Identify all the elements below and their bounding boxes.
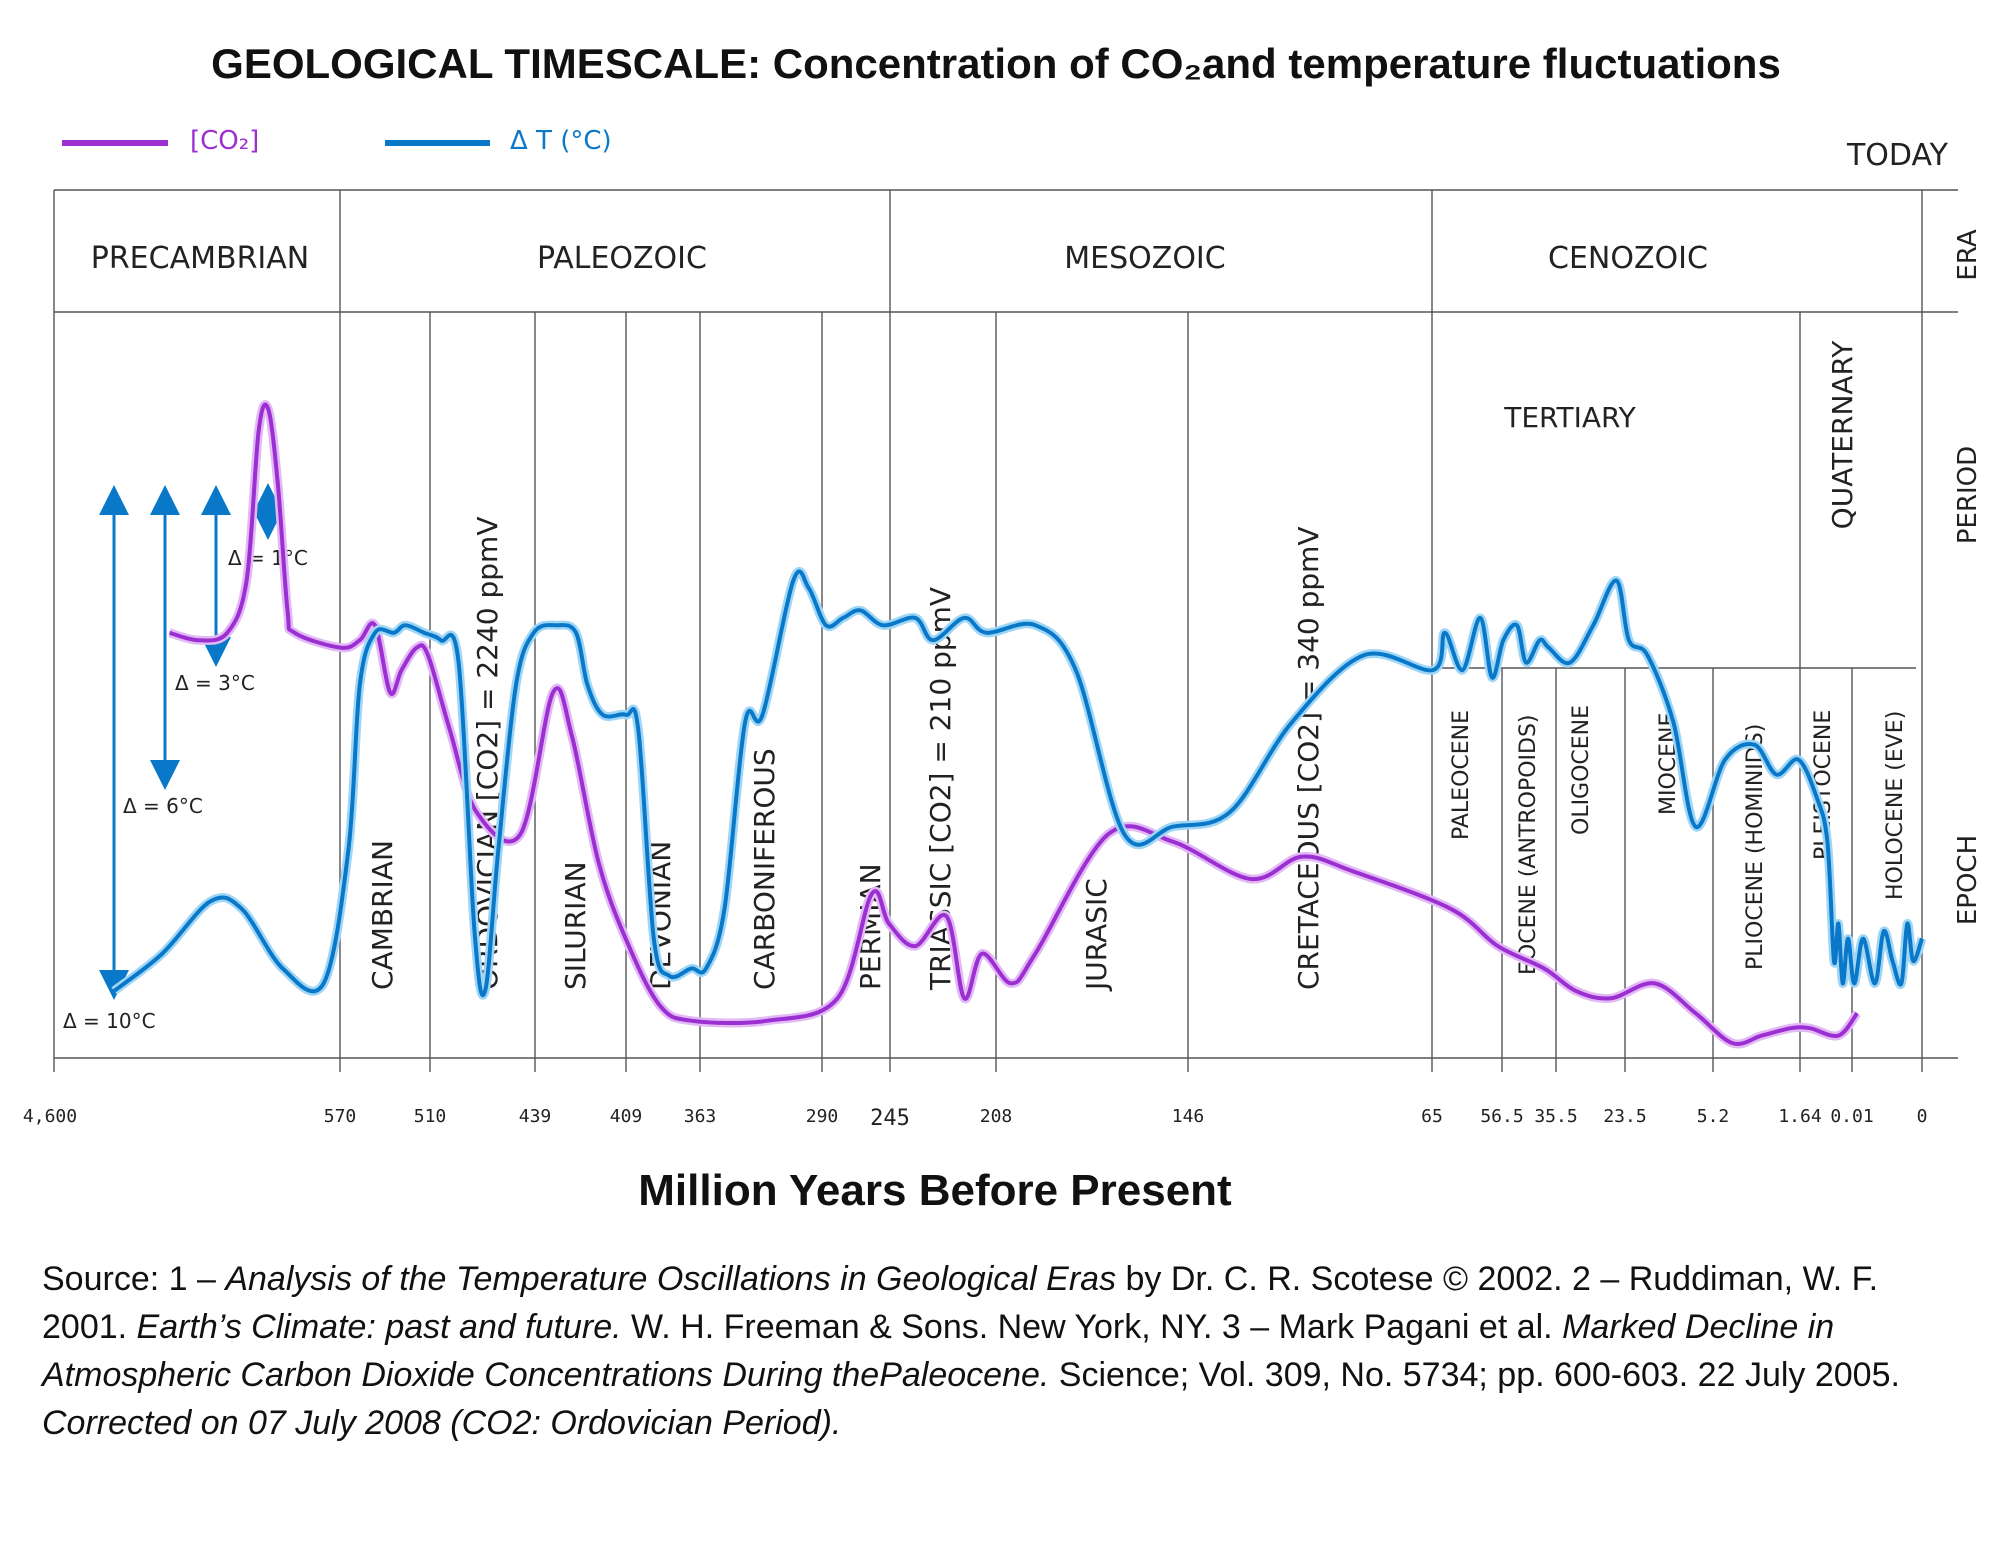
x-tick-label: 56.5 — [1480, 1106, 1523, 1127]
period-carboniferous: CARBONIFEROUS — [748, 748, 781, 990]
era-cenozoic: CENOZOIC — [1548, 241, 1708, 276]
legend-co2-label: [CO₂] — [190, 126, 259, 156]
epoch-holocene: HOLOCENE (EVE) — [1883, 711, 1908, 900]
chart-grid — [53, 189, 1958, 1072]
period-jurasic: JURASIC — [1080, 878, 1113, 992]
period-silurian: SILURIAN — [559, 861, 592, 990]
x-tick-label: 208 — [980, 1106, 1013, 1127]
period-cambrian: CAMBRIAN — [366, 840, 399, 990]
co2-series-halo — [168, 400, 1861, 1049]
period-cretaceous: CRETACEOUS [CO2] = 340 ppmV — [1292, 526, 1325, 990]
delta-10-label: Δ = 10°C — [63, 1009, 156, 1033]
source-title-1: Analysis of the Temperature Oscillations… — [225, 1260, 1117, 1298]
source-text-3: W. H. Freeman & Sons. New York, NY. 3 – … — [621, 1308, 1563, 1346]
x-tick-label: 5.2 — [1697, 1106, 1730, 1127]
delta-1-label: Δ = 1°C — [228, 546, 308, 570]
x-tick-label: 1.64 — [1778, 1106, 1821, 1127]
delta-temperature-scale: Δ = 1°C Δ = 3°C Δ = 6°C Δ = 10°C — [63, 483, 308, 1033]
period-tertiary: TERTIARY — [1503, 401, 1636, 434]
geological-timescale-chart: GEOLOGICAL TIMESCALE: Concentration of C… — [23, 40, 1983, 1215]
x-axis-label: Million Years Before Present — [638, 1166, 1232, 1215]
x-tick-label: 65 — [1421, 1106, 1443, 1127]
x-tick-label: 510 — [414, 1106, 447, 1127]
era-precambrian: PRECAMBRIAN — [91, 241, 309, 276]
x-tick-label: 570 — [324, 1106, 357, 1127]
epoch-oligocene: OLIGOCENE — [1569, 705, 1594, 835]
chart-title: GEOLOGICAL TIMESCALE: Concentration of C… — [211, 40, 1781, 87]
legend-temperature-label: Δ T (°C) — [510, 126, 612, 156]
delta-6-label: Δ = 6°C — [123, 794, 203, 818]
x-tick-label: 35.5 — [1534, 1106, 1577, 1127]
x-tick-label: 146 — [1172, 1106, 1205, 1127]
x-axis-ticks: 4,600 570 510 439 409 363 290 245 208 146 65 56.5 35… — [23, 1106, 1928, 1131]
x-tick-label: 23.5 — [1603, 1106, 1646, 1127]
source-text-4: Science; Vol. 309, No. 5734; pp. 600-603… — [1049, 1356, 1900, 1394]
series-layer — [111, 400, 1927, 1049]
era-mesozoic: MESOZOIC — [1064, 241, 1225, 276]
x-tick-label: 0 — [1917, 1106, 1928, 1127]
source-title-2: Earth’s Climate: past and future. — [136, 1308, 622, 1346]
era-paleozoic: PALEOZOIC — [537, 241, 707, 276]
x-tick-label: 363 — [684, 1106, 717, 1127]
x-tick-label: 4,600 — [23, 1106, 77, 1127]
x-tick-label: 409 — [610, 1106, 643, 1127]
source-citation: Source: 1 – Analysis of the Temperature … — [42, 1255, 1962, 1447]
epoch-paleocene: PALEOCENE — [1449, 710, 1474, 840]
source-correction: Corrected on 07 July 2008 (CO2: Ordovici… — [42, 1404, 842, 1442]
legend: [CO₂] Δ T (°C) — [62, 126, 612, 156]
delta-3-label: Δ = 3°C — [175, 671, 255, 695]
band-label-epoch: EPOCH — [1953, 835, 1983, 925]
band-label-era: ERA — [1953, 229, 1983, 280]
temperature-series-line — [112, 569, 1924, 998]
source-title-3: Marked Decline in Atmospheric Carbon Dio… — [42, 1308, 1835, 1394]
period-quaternary: QUATERNARY — [1826, 340, 1859, 530]
x-tick-label: 245 — [870, 1106, 910, 1131]
band-label-period: PERIOD — [1953, 446, 1983, 544]
today-label: TODAY — [1846, 138, 1949, 173]
co2-series-line — [168, 402, 1859, 1046]
x-tick-label: 290 — [806, 1106, 839, 1127]
x-tick-label: 439 — [519, 1106, 552, 1127]
source-text-2: by Dr. C. R. Scotese © 2002. 2 – Ruddima… — [42, 1260, 1879, 1346]
epoch-eocene: EOCENE (ANTROPOIDS) — [1516, 714, 1541, 975]
x-tick-label: 0.01 — [1830, 1106, 1873, 1127]
source-text-1: Source: 1 – — [42, 1260, 226, 1298]
